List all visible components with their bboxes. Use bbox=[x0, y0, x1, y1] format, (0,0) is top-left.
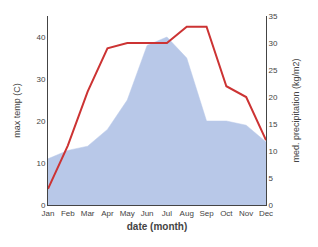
svg-text:35: 35 bbox=[269, 12, 278, 21]
svg-text:30: 30 bbox=[269, 39, 278, 48]
svg-text:25: 25 bbox=[269, 66, 278, 75]
svg-text:20: 20 bbox=[36, 117, 45, 126]
svg-text:5: 5 bbox=[269, 174, 274, 183]
svg-text:40: 40 bbox=[36, 33, 45, 42]
svg-text:med. precipitation (kg/m2): med. precipitation (kg/m2) bbox=[291, 58, 301, 162]
svg-text:10: 10 bbox=[269, 147, 278, 156]
svg-text:Sep: Sep bbox=[199, 209, 214, 218]
svg-text:Oct: Oct bbox=[220, 209, 233, 218]
svg-text:0: 0 bbox=[41, 201, 46, 210]
svg-text:Mar: Mar bbox=[81, 209, 95, 218]
svg-text:10: 10 bbox=[36, 159, 45, 168]
svg-text:30: 30 bbox=[36, 75, 45, 84]
svg-text:date (month): date (month) bbox=[127, 221, 188, 232]
svg-text:0: 0 bbox=[269, 201, 274, 210]
svg-text:Aug: Aug bbox=[180, 209, 194, 218]
svg-text:max temp (C): max temp (C) bbox=[12, 83, 22, 138]
svg-text:15: 15 bbox=[269, 120, 278, 129]
svg-text:Jun: Jun bbox=[141, 209, 154, 218]
svg-text:Nov: Nov bbox=[239, 209, 253, 218]
svg-text:Apr: Apr bbox=[101, 209, 114, 218]
svg-text:20: 20 bbox=[269, 93, 278, 102]
svg-text:May: May bbox=[120, 209, 135, 218]
svg-text:Dec: Dec bbox=[259, 209, 273, 218]
svg-text:Jan: Jan bbox=[42, 209, 55, 218]
svg-text:Feb: Feb bbox=[61, 209, 75, 218]
svg-text:Jul: Jul bbox=[162, 209, 172, 218]
